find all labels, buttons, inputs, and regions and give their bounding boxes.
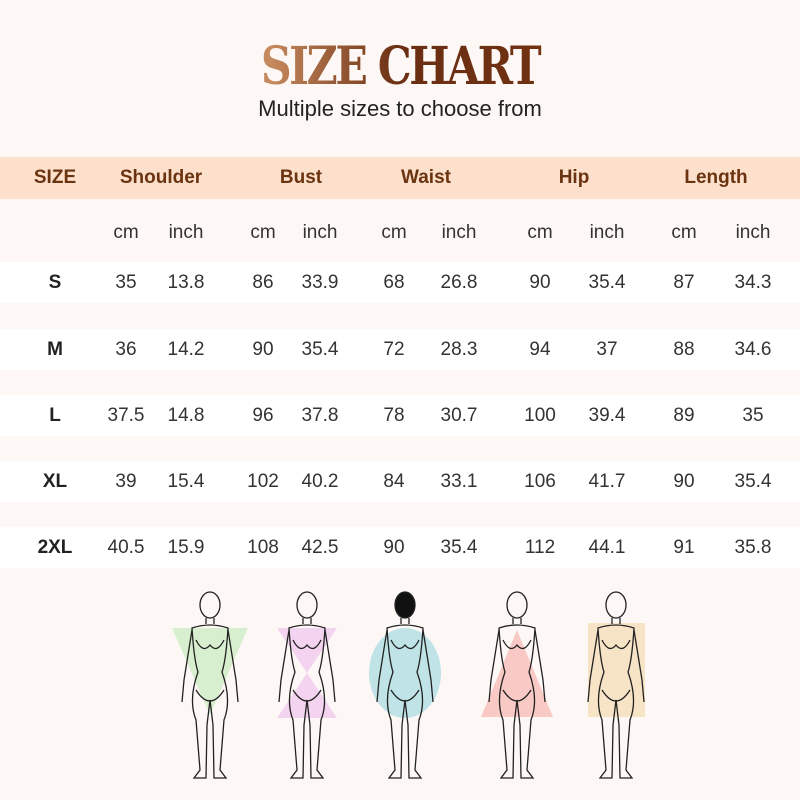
table-cell: 35.4 [734, 471, 772, 492]
table-row [0, 395, 800, 436]
header-shoulder: Shoulder [119, 167, 203, 188]
unit-label: cm [113, 222, 139, 243]
table-cell: 35.4 [301, 339, 339, 360]
header-hip: Hip [558, 167, 590, 188]
table-cell: 68 [383, 272, 405, 293]
table-cell: 33.9 [301, 272, 339, 293]
table-cell: 40.2 [301, 471, 339, 492]
body-figure [488, 591, 546, 779]
unit-label: cm [381, 222, 407, 243]
table-cell: 14.2 [167, 339, 205, 360]
table-cell: 90 [529, 272, 551, 293]
body-figure [278, 591, 336, 779]
table-cell: 90 [383, 537, 405, 558]
size-label: XL [42, 471, 68, 492]
table-cell: 35 [115, 272, 137, 293]
table-row [0, 527, 800, 568]
body-figure [587, 591, 645, 779]
unit-label: cm [527, 222, 553, 243]
unit-label: cm [250, 222, 276, 243]
body-figure [181, 591, 239, 779]
table-cell: 37.5 [107, 405, 145, 426]
table-cell: 88 [673, 339, 695, 360]
table-cell: 96 [252, 405, 274, 426]
table-cell: 102 [247, 471, 279, 492]
table-cell: 40.5 [107, 537, 145, 558]
table-cell: 90 [252, 339, 274, 360]
table-cell: 94 [529, 339, 551, 360]
page-title: SIZE CHART [72, 36, 728, 97]
table-cell: 86 [252, 272, 274, 293]
table-cell: 91 [673, 537, 695, 558]
unit-label: inch [589, 222, 625, 243]
table-cell: 100 [524, 405, 556, 426]
table-cell: 37.8 [301, 405, 339, 426]
table-cell: 33.1 [440, 471, 478, 492]
table-cell: 90 [673, 471, 695, 492]
table-cell: 36 [115, 339, 137, 360]
table-cell: 26.8 [440, 272, 478, 293]
unit-label: inch [168, 222, 204, 243]
header-waist: Waist [401, 167, 451, 188]
triangle-shape [481, 630, 553, 717]
table-cell: 35.8 [734, 537, 772, 558]
table-cell: 39 [115, 471, 137, 492]
size-label: 2XL [37, 537, 73, 558]
hourglass-shape [277, 628, 337, 718]
table-cell: 44.1 [588, 537, 626, 558]
table-cell: 89 [673, 405, 695, 426]
table-cell: 30.7 [440, 405, 478, 426]
size-label: S [48, 272, 62, 293]
table-cell: 41.7 [588, 471, 626, 492]
unit-label: inch [302, 222, 338, 243]
table-cell: 72 [383, 339, 405, 360]
table-cell: 15.4 [167, 471, 205, 492]
size-label: L [49, 405, 61, 426]
table-cell: 35.4 [440, 537, 478, 558]
inverted-triangle-shape [172, 628, 248, 715]
unit-label: inch [441, 222, 477, 243]
table-cell: 35 [742, 405, 764, 426]
table-cell: 87 [673, 272, 695, 293]
table-cell: 84 [383, 471, 405, 492]
header-length: Length [684, 167, 748, 188]
table-cell: 39.4 [588, 405, 626, 426]
subtitle: Multiple sizes to choose from [258, 96, 542, 121]
table-cell: 34.3 [734, 272, 772, 293]
size-label: M [47, 339, 63, 360]
unit-label: cm [671, 222, 697, 243]
table-row [0, 329, 800, 370]
table-cell: 106 [524, 471, 556, 492]
table-cell: 42.5 [301, 537, 339, 558]
table-row [0, 461, 800, 502]
table-header [0, 157, 800, 199]
unit-label: inch [735, 222, 771, 243]
table-cell: 37 [596, 339, 618, 360]
table-cell: 28.3 [440, 339, 478, 360]
header-bust: Bust [279, 167, 323, 188]
table-cell: 112 [524, 537, 556, 558]
table-cell: 14.8 [167, 405, 205, 426]
table-row [0, 262, 800, 303]
header-size: SIZE [33, 167, 77, 188]
table-cell: 15.9 [167, 537, 205, 558]
table-cell: 108 [247, 537, 279, 558]
table-cell: 78 [383, 405, 405, 426]
table-cell: 13.8 [167, 272, 205, 293]
table-cell: 35.4 [588, 272, 626, 293]
table-cell: 34.6 [734, 339, 772, 360]
body-figure [376, 591, 434, 779]
